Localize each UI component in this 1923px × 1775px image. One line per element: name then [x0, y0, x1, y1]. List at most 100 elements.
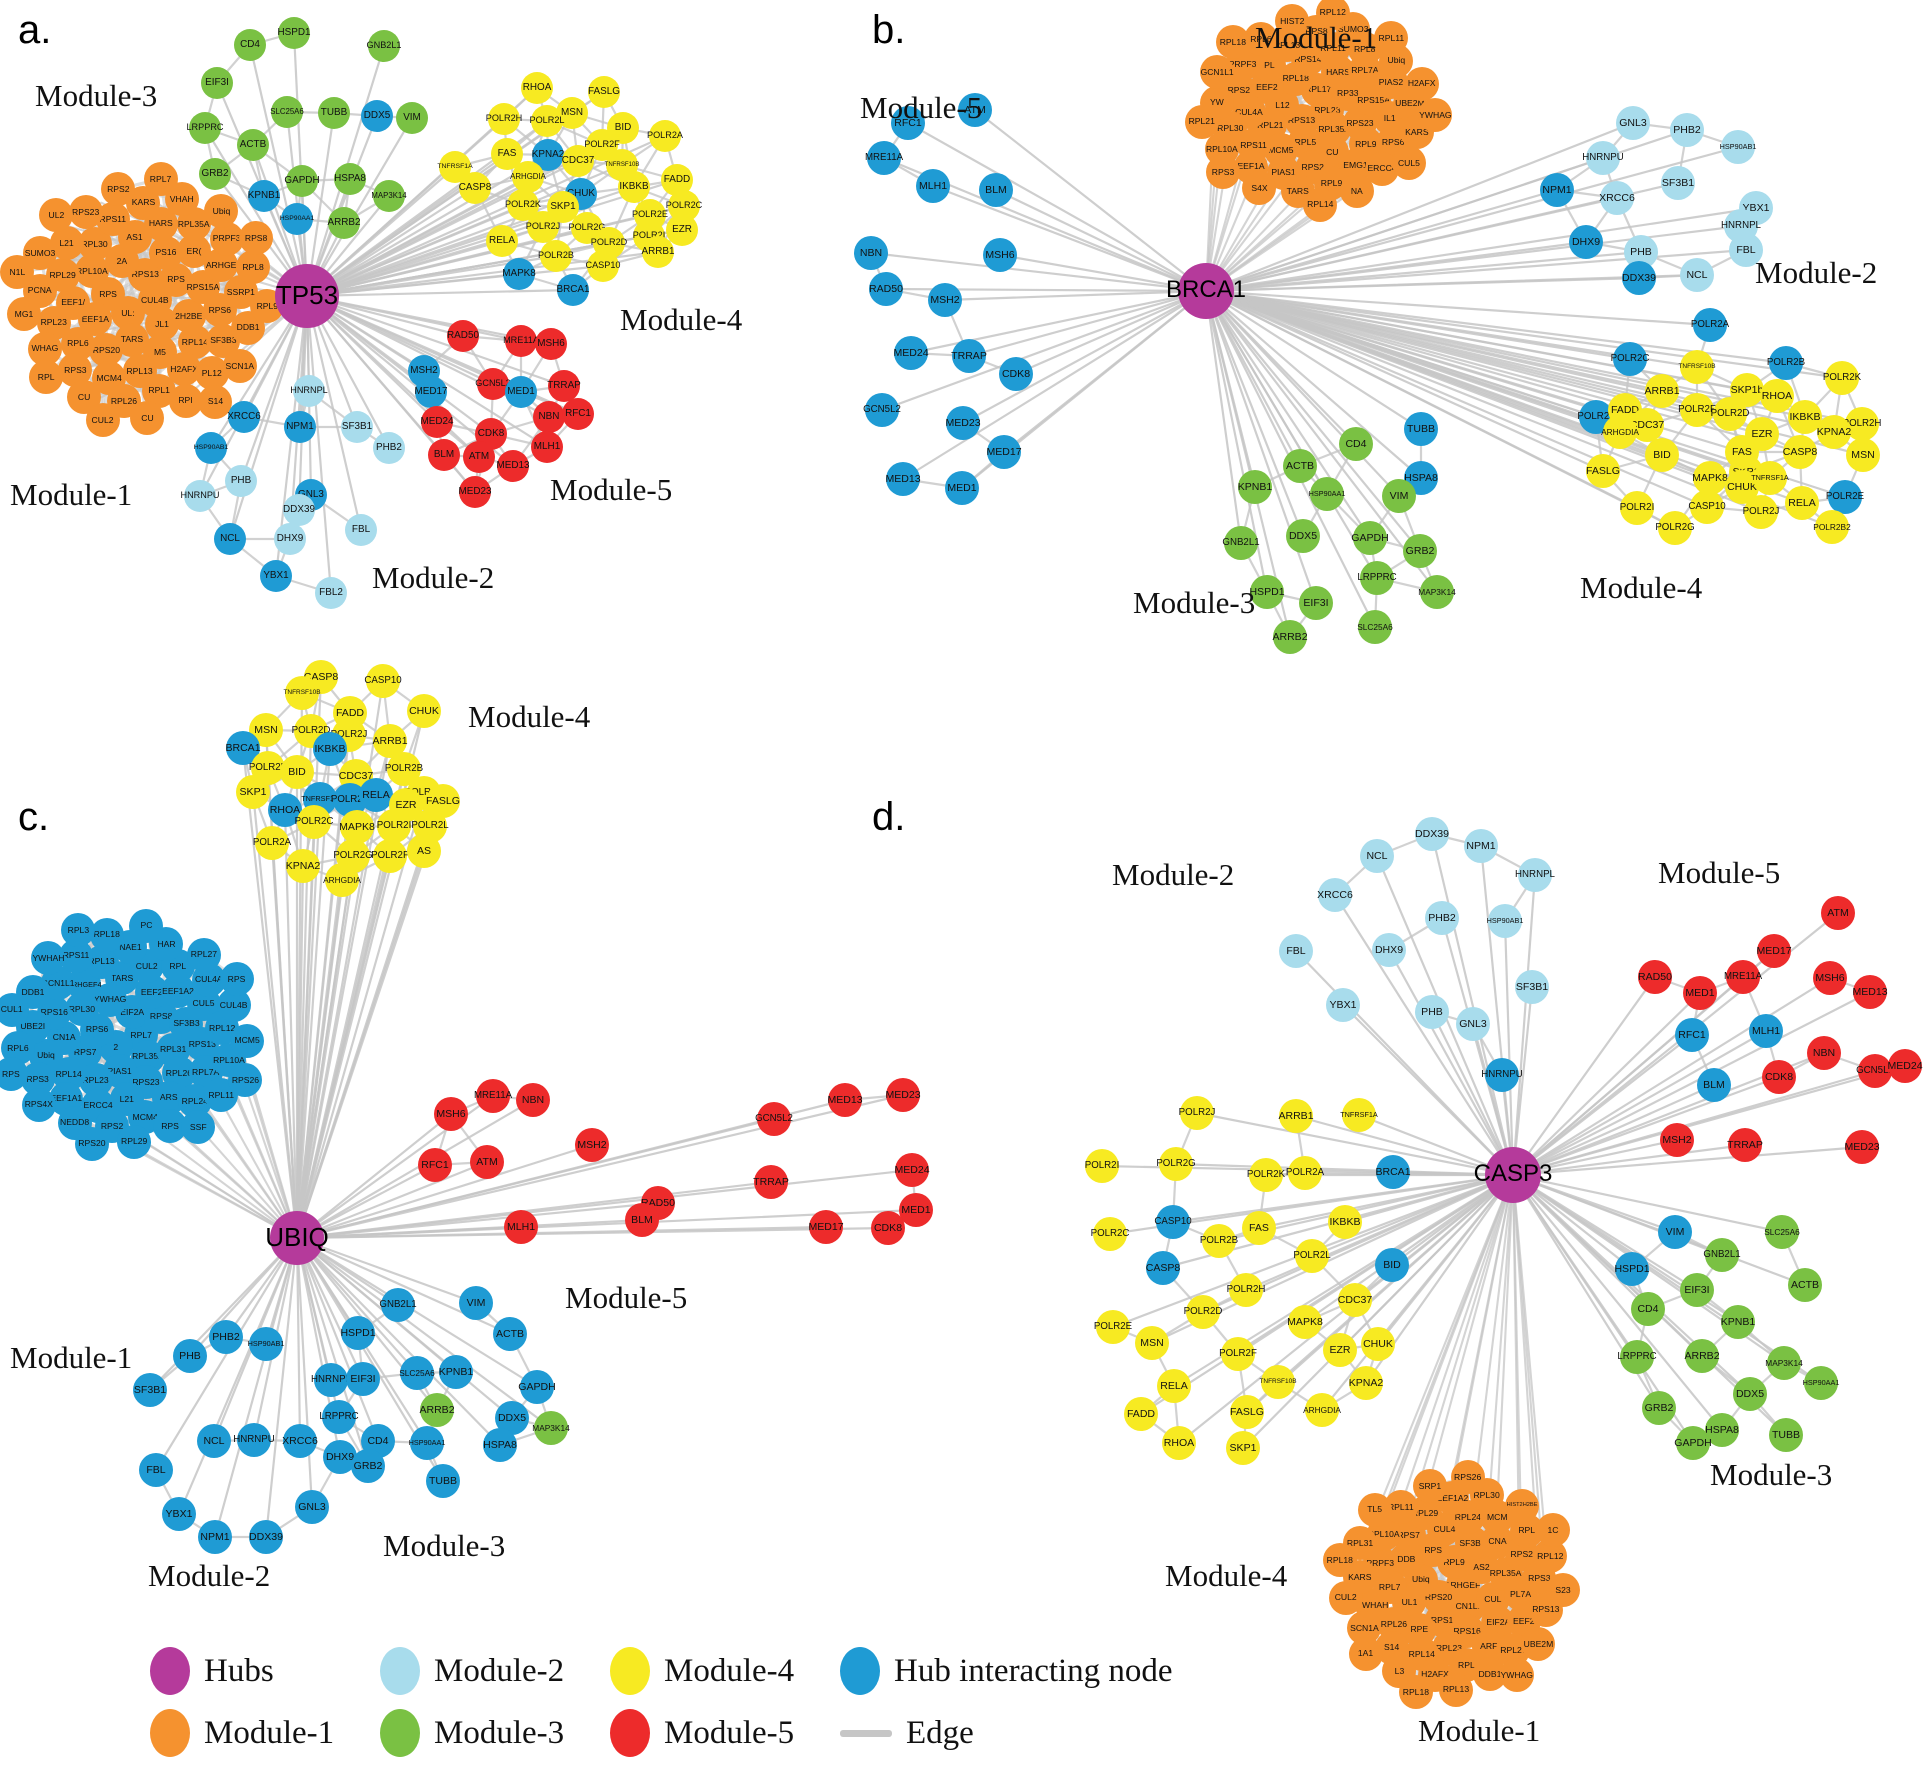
- a-module3-node-cd4[interactable]: CD4: [234, 29, 266, 61]
- b-module3-node-cd4[interactable]: CD4: [1339, 427, 1373, 461]
- c-module2-node-hnrnpl[interactable]: HNRNPL: [311, 1363, 351, 1397]
- d-module1-node-s23[interactable]: S23: [1546, 1573, 1581, 1608]
- b-module2-node-ddx39[interactable]: DDX39: [1622, 261, 1656, 295]
- b-module3-node-map3k14[interactable]: MAP3K14: [1418, 575, 1456, 609]
- d-module4-node-tnfrsf10b[interactable]: TNFRSF10B: [1259, 1365, 1297, 1399]
- c-module4-node-polr2c[interactable]: POLR2C: [295, 805, 333, 839]
- d-module4-node-polr2a[interactable]: POLR2A: [1286, 1156, 1324, 1190]
- d-module4-node-polr2f[interactable]: POLR2F: [1219, 1337, 1257, 1371]
- d-module1-node-1c[interactable]: 1C: [1535, 1513, 1570, 1548]
- a-module3-node-slc25a6[interactable]: SLC25A6: [270, 96, 304, 128]
- a-module5-node-rfc1[interactable]: RFC1: [562, 398, 594, 430]
- d-module1-node-1a1[interactable]: 1A1: [1348, 1636, 1383, 1671]
- b-module3-node-tubb[interactable]: TUBB: [1404, 412, 1438, 446]
- b-module3-node-ddx5[interactable]: DDX5: [1286, 519, 1320, 553]
- b-module5-node-msh6[interactable]: MSH6: [983, 238, 1017, 272]
- c-module5-node-blm[interactable]: BLM: [625, 1203, 659, 1237]
- c-module5-node-med13[interactable]: MED13: [827, 1083, 863, 1117]
- c-module1-node-rps26[interactable]: RPS26: [228, 1063, 263, 1098]
- b-module1-node-na[interactable]: NA: [1339, 173, 1374, 208]
- hub-node-ubiq[interactable]: [270, 1211, 324, 1265]
- d-module4-node-polr2l[interactable]: POLR2L: [1293, 1239, 1331, 1273]
- d-module4-node-tnfrsf1a[interactable]: TNFRSF1A: [1340, 1098, 1378, 1132]
- a-module3-node-ddx5[interactable]: DDX5: [361, 100, 393, 132]
- c-module4-node-casp10[interactable]: CASP10: [364, 664, 402, 698]
- c-module3-node-slc25a6[interactable]: SLC25A6: [399, 1356, 435, 1390]
- b-module2-node-ncl[interactable]: NCL: [1680, 258, 1714, 292]
- b-module4-node-tnfrsf10b[interactable]: TNFRSF10B: [1678, 350, 1716, 384]
- b-module4-node-tnfrsf1a[interactable]: TNFRSF1A: [1751, 461, 1789, 495]
- d-module1-node-ube2m[interactable]: UBE2M: [1521, 1626, 1556, 1661]
- d-module3-node-vim[interactable]: VIM: [1658, 1215, 1692, 1249]
- b-module2-node-dhx9[interactable]: DHX9: [1569, 225, 1603, 259]
- b-module3-node-kpnb1[interactable]: KPNB1: [1238, 470, 1272, 504]
- a-module5-node-blm[interactable]: BLM: [428, 439, 460, 471]
- d-module4-node-polr2i[interactable]: POLR2I: [1085, 1149, 1119, 1183]
- b-module4-node-polr2c[interactable]: POLR2C: [1611, 342, 1649, 376]
- a-module2-node-ybx1[interactable]: YBX1: [260, 560, 292, 592]
- c-module4-node-tnfrsf10b[interactable]: TNFRSF10B: [283, 676, 321, 710]
- hub-node-casp3[interactable]: [1485, 1147, 1541, 1203]
- a-module5-node-rad50[interactable]: RAD50: [447, 320, 479, 352]
- a-module3-node-kpnb1[interactable]: KPNB1: [248, 180, 280, 212]
- c-module5-node-med23[interactable]: MED23: [885, 1078, 921, 1112]
- d-module5-node-rad50[interactable]: RAD50: [1638, 960, 1672, 994]
- c-module3-node-grb2[interactable]: GRB2: [351, 1449, 385, 1483]
- b-module5-node-blm[interactable]: BLM: [979, 173, 1013, 207]
- a-module4-node-cdc37[interactable]: CDC37: [562, 145, 594, 177]
- a-module3-node-vim[interactable]: VIM: [396, 102, 428, 134]
- a-module1-node-rps8[interactable]: RPS8: [239, 221, 274, 256]
- d-module4-node-kpna2[interactable]: KPNA2: [1349, 1366, 1383, 1400]
- d-module4-node-msn[interactable]: MSN: [1135, 1326, 1169, 1360]
- a-module3-node-gnb2l1[interactable]: GNB2L1: [367, 30, 402, 62]
- a-module4-node-rhoa[interactable]: RHOA: [521, 72, 553, 104]
- a-module5-node-med23[interactable]: MED23: [458, 476, 492, 508]
- d-module3-node-hspa8[interactable]: HSPA8: [1705, 1413, 1739, 1447]
- a-module4-node-polr2a[interactable]: POLR2A: [647, 120, 683, 152]
- a-module3-node-grb2[interactable]: GRB2: [199, 158, 231, 190]
- d-module4-node-casp8[interactable]: CASP8: [1146, 1251, 1180, 1285]
- c-module1-node-rpl29[interactable]: RPL29: [117, 1124, 152, 1159]
- d-module5-node-med13[interactable]: MED13: [1852, 975, 1888, 1009]
- b-module3-node-gapdh[interactable]: GAPDH: [1351, 521, 1389, 555]
- c-module2-node-npm1[interactable]: NPM1: [198, 1520, 232, 1554]
- a-module1-node-rpl8[interactable]: RPL8: [236, 250, 271, 285]
- b-module5-node-mlh1[interactable]: MLH1: [916, 169, 950, 203]
- c-module3-node-vim[interactable]: VIM: [459, 1286, 493, 1320]
- a-module2-node-hsp90ab1[interactable]: HSP90AB1: [194, 432, 228, 464]
- hub-node-tp53[interactable]: [275, 264, 339, 328]
- b-module3-node-grb2[interactable]: GRB2: [1403, 534, 1437, 568]
- d-module3-node-lrpprc[interactable]: LRPPRC: [1617, 1340, 1657, 1374]
- d-module4-node-arhgdia[interactable]: ARHGDIA: [1303, 1393, 1341, 1427]
- c-module2-node-ddx39[interactable]: DDX39: [249, 1520, 283, 1554]
- b-module5-node-med1[interactable]: MED1: [945, 471, 979, 505]
- b-module5-node-gcn5l2[interactable]: GCN5L2: [863, 393, 901, 427]
- a-module5-node-msh6[interactable]: MSH6: [535, 328, 567, 360]
- d-module5-node-med24[interactable]: MED24: [1887, 1049, 1923, 1083]
- b-module4-node-polr2f[interactable]: POLR2F: [1678, 393, 1716, 427]
- c-module4-node-polr2a[interactable]: POLR2A: [253, 826, 291, 860]
- d-module4-node-skp1[interactable]: SKP1: [1226, 1431, 1260, 1465]
- c-module1-node-rpl3[interactable]: RPL3: [61, 913, 96, 948]
- c-module5-node-mlh1[interactable]: MLH1: [504, 1210, 538, 1244]
- d-module3-node-gnb2l1[interactable]: GNB2L1: [1703, 1238, 1741, 1272]
- d-module3-node-ddx5[interactable]: DDX5: [1733, 1377, 1767, 1411]
- a-module2-node-xrcc6[interactable]: XRCC6: [227, 401, 261, 433]
- d-module3-node-grb2[interactable]: GRB2: [1642, 1391, 1676, 1425]
- b-module4-node-fas[interactable]: FAS: [1725, 435, 1759, 469]
- c-module3-node-arrb2[interactable]: ARRB2: [419, 1393, 455, 1427]
- d-module5-node-rfc1[interactable]: RFC1: [1675, 1018, 1709, 1052]
- a-module3-node-hspd1[interactable]: HSPD1: [277, 17, 311, 49]
- c-module2-node-sf3b1[interactable]: SF3B1: [133, 1373, 167, 1407]
- a-module3-node-gapdh[interactable]: GAPDH: [284, 165, 320, 197]
- d-module3-node-tubb[interactable]: TUBB: [1769, 1418, 1803, 1452]
- c-module3-node-tubb[interactable]: TUBB: [426, 1464, 460, 1498]
- a-module1-node-cul2[interactable]: CUL2: [85, 403, 120, 438]
- b-module1-node-h2afx[interactable]: H2AFX: [1404, 66, 1439, 101]
- b-module3-node-arrb2[interactable]: ARRB2: [1272, 620, 1308, 654]
- b-module3-node-gnb2l1[interactable]: GNB2L1: [1222, 526, 1260, 560]
- hub-node-brca1[interactable]: [1178, 263, 1234, 319]
- d-module3-node-kpnb1[interactable]: KPNB1: [1721, 1305, 1755, 1339]
- a-module1-node-cu[interactable]: CU: [130, 400, 165, 435]
- c-module1-node-rpl27[interactable]: RPL27: [186, 937, 221, 972]
